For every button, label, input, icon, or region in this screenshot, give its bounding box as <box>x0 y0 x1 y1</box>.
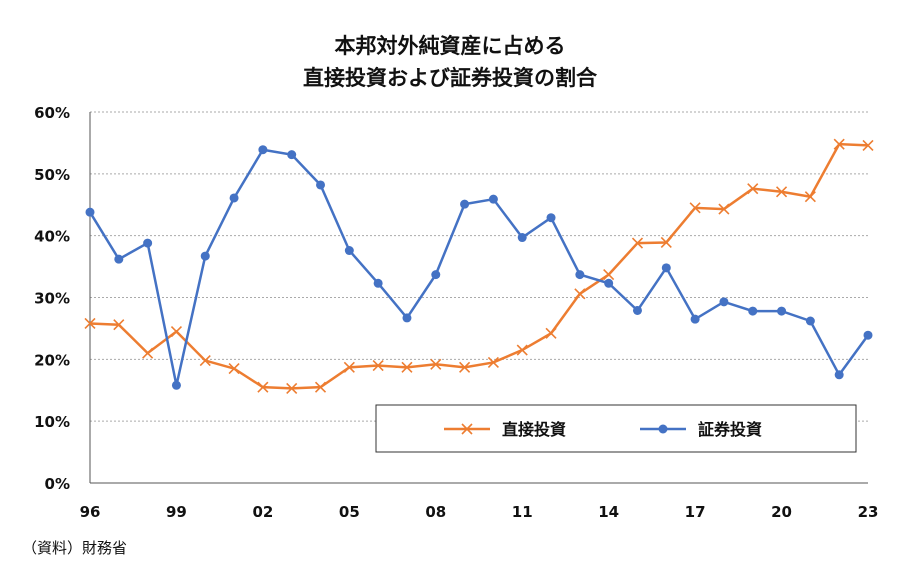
data-point <box>142 347 154 359</box>
data-point <box>171 380 181 390</box>
data-point <box>373 278 383 288</box>
data-point <box>487 356 499 368</box>
x-tick-label: 02 <box>252 503 273 521</box>
data-point <box>574 288 586 300</box>
data-point <box>660 236 672 249</box>
chart-title-line1: 本邦対外純資産に占める <box>334 34 566 58</box>
data-point <box>775 186 788 198</box>
x-tick-label: 05 <box>339 503 360 521</box>
data-point <box>430 358 442 370</box>
data-point <box>460 199 470 209</box>
data-point <box>804 191 816 203</box>
data-point <box>143 238 153 248</box>
series-line <box>89 142 869 390</box>
data-point <box>459 361 471 373</box>
data-point <box>748 306 758 316</box>
data-point <box>287 150 297 160</box>
data-point <box>84 317 96 330</box>
data-point <box>661 263 671 273</box>
data-point <box>546 213 556 223</box>
series-line <box>88 148 870 386</box>
y-tick-label: 40% <box>34 228 70 246</box>
data-point <box>604 278 614 288</box>
data-point <box>401 361 413 373</box>
data-point <box>689 202 701 214</box>
x-tick-label: 14 <box>598 503 619 521</box>
data-point <box>402 313 412 323</box>
data-point <box>747 183 759 195</box>
data-point <box>170 325 183 338</box>
data-point <box>862 139 874 151</box>
legend-label: 証券投資 <box>698 420 762 439</box>
data-point <box>833 138 845 150</box>
data-point <box>516 344 528 356</box>
x-tick-label: 11 <box>512 503 533 521</box>
legend-label: 直接投資 <box>502 420 566 439</box>
x-tick-label: 20 <box>771 503 792 521</box>
legend: 直接投資 証券投資 <box>375 404 857 453</box>
data-point <box>114 254 124 264</box>
data-point <box>719 297 729 307</box>
y-tick-label: 30% <box>34 290 70 308</box>
data-point <box>805 316 815 326</box>
data-point <box>257 381 269 393</box>
series-direct-investment <box>84 138 874 394</box>
data-point <box>603 269 615 281</box>
data-point <box>343 361 355 373</box>
data-point <box>113 319 125 331</box>
data-point <box>834 370 844 380</box>
data-point <box>372 359 384 372</box>
data-point <box>488 194 498 204</box>
data-point <box>777 306 787 316</box>
y-tick-label: 10% <box>34 413 70 431</box>
x-tick-label: 17 <box>685 503 706 521</box>
data-point <box>200 251 210 261</box>
series-portfolio-investment <box>85 145 873 390</box>
data-point <box>85 207 95 217</box>
data-point <box>718 203 730 215</box>
data-point <box>632 305 642 315</box>
data-point <box>690 314 700 324</box>
x-tick-label: 96 <box>80 503 101 521</box>
legend-marker <box>461 423 473 435</box>
data-point <box>314 381 327 393</box>
source-note: （資料）財務省 <box>22 539 128 557</box>
data-point <box>545 327 557 339</box>
chart-title-line2: 直接投資および証券投資の割合 <box>303 66 597 90</box>
y-tick-label: 60% <box>34 104 70 122</box>
data-point <box>199 355 211 367</box>
data-point <box>229 193 239 203</box>
data-point <box>863 330 873 340</box>
y-tick-label: 0% <box>45 475 70 493</box>
y-tick-label: 20% <box>34 351 70 369</box>
data-point <box>228 363 240 375</box>
data-point <box>258 145 268 155</box>
data-point <box>631 237 644 249</box>
data-point <box>431 270 441 280</box>
data-point <box>517 233 527 243</box>
x-tick-label: 23 <box>858 503 879 521</box>
y-tick-label: 50% <box>34 166 70 184</box>
data-point <box>316 180 326 190</box>
data-point <box>344 246 354 256</box>
data-point <box>286 382 298 394</box>
x-tick-label: 08 <box>425 503 446 521</box>
x-tick-label: 99 <box>166 503 187 521</box>
data-point <box>575 270 585 280</box>
legend-marker <box>658 424 668 434</box>
